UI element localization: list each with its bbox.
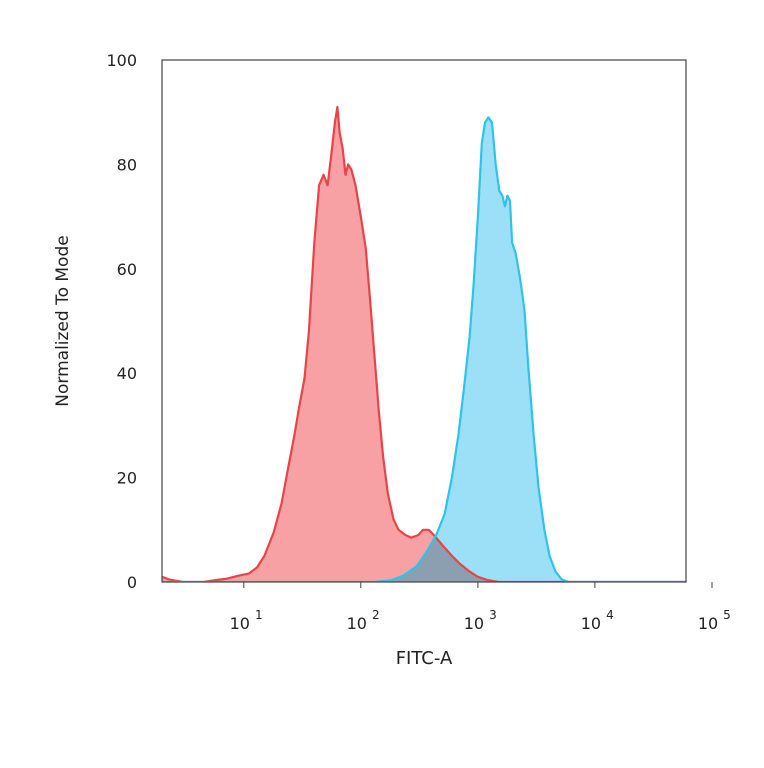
- x-tick-exponent: 5: [723, 608, 731, 622]
- y-tick-label: 0: [127, 573, 137, 592]
- x-tick-label: 10: [347, 614, 367, 633]
- x-tick-label: 10: [698, 614, 718, 633]
- y-tick-label: 60: [117, 260, 137, 279]
- y-tick-label: 100: [106, 51, 137, 70]
- plot-frame: [161, 59, 687, 583]
- overlap-area: [162, 537, 686, 582]
- x-tick-label: 10: [581, 614, 601, 633]
- y-tick-label: 40: [117, 364, 137, 383]
- x-tick-exponent: 4: [606, 608, 614, 622]
- x-tick-label: 10: [464, 614, 484, 633]
- series-layer: [162, 105, 686, 582]
- x-tick-exponent: 3: [489, 608, 497, 622]
- plot-background: [162, 60, 686, 582]
- x-tick-exponent: 1: [255, 608, 263, 622]
- y-tick-label: 80: [117, 155, 137, 174]
- x-axis-ticks: 10 1 10 2 10 3 10 4 10 5: [230, 582, 731, 633]
- series-1-area: [162, 107, 686, 582]
- x-tick-label: 10: [230, 614, 250, 633]
- y-tick-label: 20: [117, 469, 137, 488]
- y-axis-label: Normalized To Mode: [53, 235, 73, 406]
- y-axis-ticks: 0 20 40 60 80 100: [106, 51, 137, 592]
- series-1-line: [162, 105, 686, 582]
- x-axis-label: FITC-A: [396, 648, 453, 669]
- x-tick-exponent: 2: [372, 608, 380, 622]
- series-2-line: [162, 116, 686, 582]
